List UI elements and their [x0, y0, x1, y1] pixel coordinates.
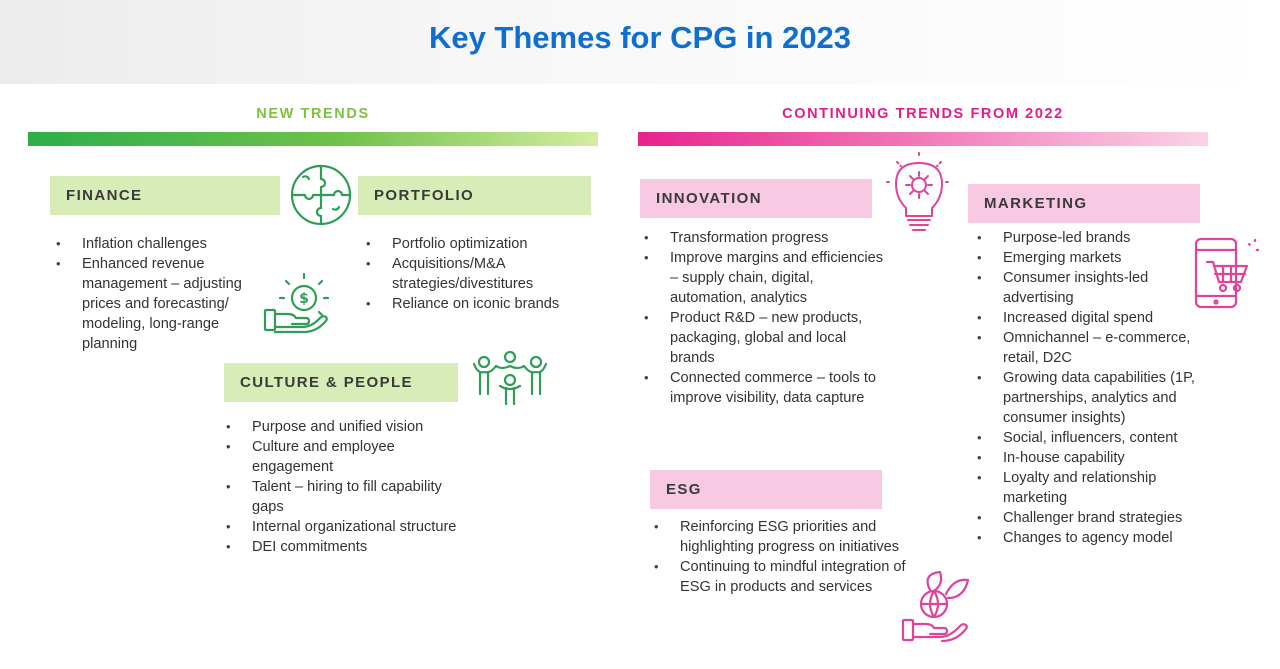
bullet-item: Acquisitions/M&A strategies/divestitures — [365, 254, 595, 294]
continuing-trends-rule — [638, 132, 1208, 146]
lightbulb-gear-icon — [884, 150, 954, 236]
bullet-item: Consumer insights-led advertising — [976, 268, 1216, 308]
innovation-header: INNOVATION — [640, 179, 872, 218]
bullet-item: In-house capability — [976, 448, 1216, 468]
bullet-item: Inflation challenges — [55, 234, 270, 254]
continuing-trends-heading: CONTINUING TRENDS FROM 2022 — [782, 106, 1064, 122]
esg-header: ESG — [650, 470, 882, 509]
puzzle-globe-icon — [289, 163, 353, 227]
svg-text:$: $ — [299, 291, 309, 307]
innovation-list: Transformation progressImprove margins a… — [643, 228, 893, 408]
globe-leaf-hand-icon — [900, 570, 972, 642]
bullet-item: Omnichannel – e-commerce, retail, D2C — [976, 328, 1216, 368]
bullet-item: Increased digital spend — [976, 308, 1216, 328]
money-hand-icon: $ — [262, 272, 338, 334]
bullet-item: Transformation progress — [643, 228, 893, 248]
marketing-header: MARKETING — [968, 184, 1200, 223]
esg-list: Reinforcing ESG priorities and highlight… — [653, 517, 908, 597]
bullet-item: Challenger brand strategies — [976, 508, 1216, 528]
bullet-item: Changes to agency model — [976, 528, 1216, 548]
bullet-item: Growing data capabilities (1P, partnersh… — [976, 368, 1216, 428]
bullet-item: Continuing to mindful integration of ESG… — [653, 557, 908, 597]
page-title: Key Themes for CPG in 2023 — [428, 20, 852, 55]
bullet-item: Loyalty and relationship marketing — [976, 468, 1216, 508]
bullet-item: Purpose and unified vision — [225, 417, 460, 437]
new-trends-heading: NEW TRENDS — [256, 106, 370, 122]
title-band — [0, 0, 1280, 84]
bullet-item: Emerging markets — [976, 248, 1216, 268]
bullet-item: Talent – hiring to fill capability gaps — [225, 477, 460, 517]
marketing-list: Purpose-led brandsEmerging marketsConsum… — [976, 228, 1216, 548]
bullet-item: Enhanced revenue management – adjusting … — [55, 254, 270, 354]
culture-people-header: CULTURE & PEOPLE — [224, 363, 458, 402]
bullet-item: Portfolio optimization — [365, 234, 595, 254]
finance-header: FINANCE — [50, 176, 280, 215]
new-trends-rule — [28, 132, 598, 146]
bullet-item: DEI commitments — [225, 537, 460, 557]
portfolio-list: Portfolio optimizationAcquisitions/M&A s… — [365, 234, 595, 314]
bullet-item: Purpose-led brands — [976, 228, 1216, 248]
bullet-item: Improve margins and efficiencies – suppl… — [643, 248, 893, 308]
portfolio-header: PORTFOLIO — [358, 176, 591, 215]
mobile-cart-icon — [1193, 236, 1265, 310]
bullet-item: Culture and employee engagement — [225, 437, 460, 477]
finance-list: Inflation challengesEnhanced revenue man… — [55, 234, 270, 354]
bullet-item: Reinforcing ESG priorities and highlight… — [653, 517, 908, 557]
bullet-item: Product R&D – new products, packaging, g… — [643, 308, 893, 368]
bullet-item: Internal organizational structure — [225, 517, 460, 537]
culture-people-list: Purpose and unified visionCulture and em… — [225, 417, 460, 557]
bullet-item: Social, influencers, content — [976, 428, 1216, 448]
bullet-item: Connected commerce – tools to improve vi… — [643, 368, 893, 408]
bullet-item: Reliance on iconic brands — [365, 294, 595, 314]
people-group-icon — [470, 350, 550, 406]
